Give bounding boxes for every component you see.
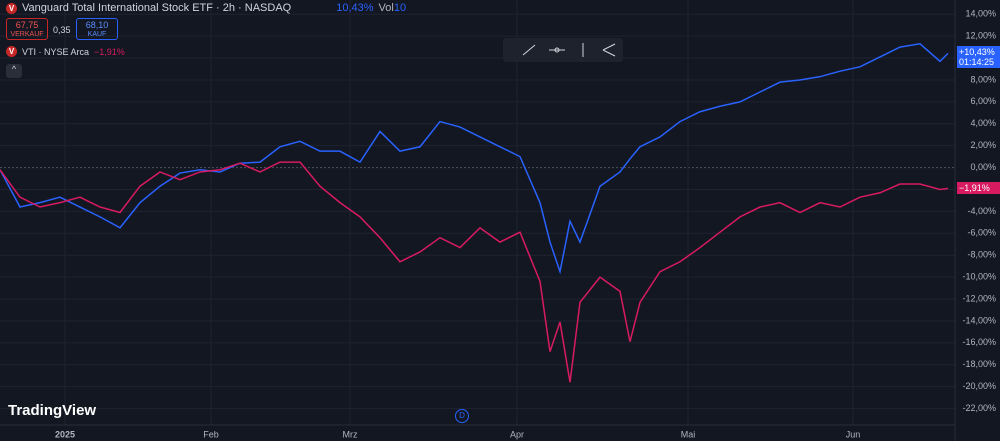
axis-bg [955,0,1000,441]
y-tick-label: -8,00% [967,250,996,260]
last-change: −1,91% [959,182,990,193]
y-tick-label: 14,00% [965,9,996,19]
countdown: 01:14:25 [959,57,995,68]
vol-label: Vol [378,2,394,14]
y-tick-label: -12,00% [962,293,996,303]
y-tick-label: -14,00% [962,315,996,325]
compare-icon: V [6,46,17,57]
drawing-toolbar [503,38,623,62]
y-tick-label: -22,00% [962,403,996,413]
spread: 0,35 [53,25,71,35]
change: 10,43% [336,2,374,14]
compare-symbol: VTI · NYSE Arca [22,46,90,57]
x-tick-label: Feb [203,429,219,439]
y-tick-label: 12,00% [965,31,996,41]
y-tick-label: -4,00% [967,206,996,216]
series-line [0,43,949,275]
x-tick-label: Mrz [343,429,358,439]
toolbar-icons [522,43,616,57]
buy-label: KAUF [87,31,107,38]
y-tick-label: -20,00% [962,381,996,391]
last-change: +10,43% [959,47,995,58]
marker[interactable]: D [455,409,469,423]
x-tick-label: Jun [846,429,861,439]
y-tick-label: -6,00% [967,228,996,238]
y-tick-label: 8,00% [970,74,996,84]
title: Vanguard Total International Stock ETF ·… [22,2,292,14]
buy-price: 68,10 [85,20,109,30]
header: V Vanguard Total International Stock ETF… [6,2,406,14]
y-tick-label: -18,00% [962,359,996,369]
collapse-button[interactable]: ^ [6,64,22,78]
series-line [0,161,949,383]
sell-label: VERKAUF [10,31,44,38]
x-tick-label: Apr [510,429,524,439]
sell-price: 67,75 [15,20,39,30]
buy-button[interactable]: 68,10 KAUF [76,18,118,40]
y-tick-label: -10,00% [962,272,996,282]
symbol-icon: V [6,2,17,14]
compare-change: −1,91% [94,46,125,57]
logo: TradingView [8,402,97,419]
y-tick-label: 4,00% [970,118,996,128]
last-price-tag: +10,43% 01:14:25 [957,46,1000,69]
y-tick-label: -16,00% [962,337,996,347]
x-tick-label: 2025 [55,429,75,439]
last-price-tag: −1,91% [957,181,1000,194]
y-tick-label: 0,00% [970,162,996,172]
x-tick-label: Mai [681,429,696,439]
sell-button[interactable]: 67,75 VERKAUF [6,18,48,40]
vol-value: 10 [393,2,407,14]
y-tick-label: 2,00% [970,140,996,150]
y-tick-label: 6,00% [970,96,996,106]
compare: V VTI · NYSE Arca −1,91% [6,46,125,57]
